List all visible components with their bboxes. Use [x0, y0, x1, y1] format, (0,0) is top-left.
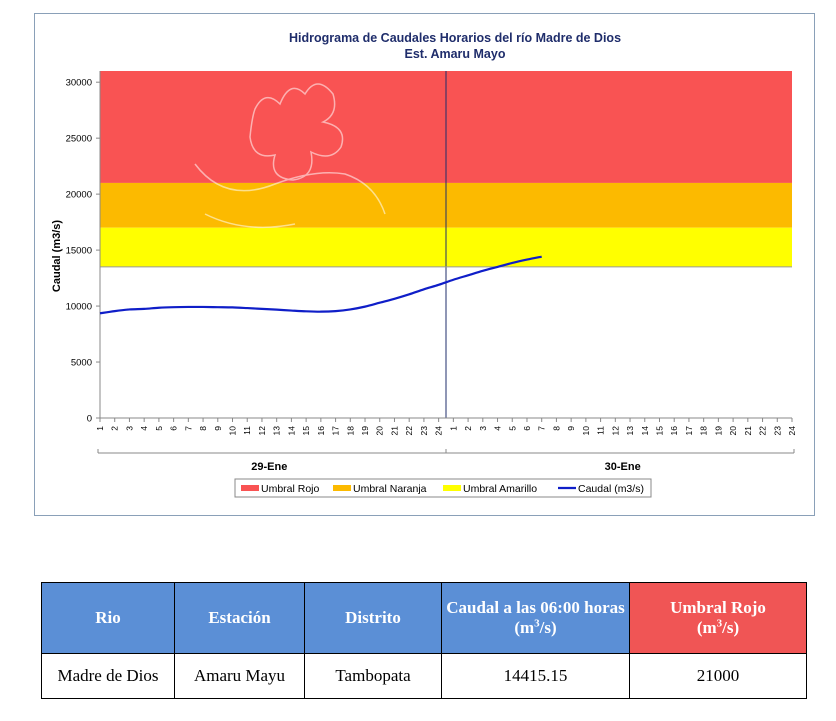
x-tick-label-13: 14	[286, 426, 296, 436]
header-distrito: Distrito	[304, 582, 442, 654]
day-labels: 29-Ene 30-Ene	[97, 449, 795, 473]
header-caudal-end: /s)	[539, 618, 557, 637]
y-tick-label-0: 0	[87, 414, 92, 425]
header-rio: Rio	[41, 582, 175, 654]
y-axis-ticks: 0 5000 10000 15000 20000 25000 30000	[66, 78, 100, 425]
x-tick-label-24: 1	[448, 426, 458, 431]
legend-swatch-0	[241, 485, 259, 491]
header-umbral-unit: (m	[696, 618, 717, 637]
header-caudal-unit: (m	[514, 618, 535, 637]
x-tick-label-34: 11	[596, 426, 606, 435]
x-tick-label-27: 4	[493, 426, 503, 431]
x-tick-label-9: 10	[228, 426, 238, 436]
cell-estacion: Amaru Mayu	[174, 653, 305, 699]
x-tick-label-41: 18	[699, 426, 709, 436]
x-tick-label-21: 22	[404, 426, 414, 436]
x-tick-label-43: 20	[728, 426, 738, 436]
watermark-logo	[194, 83, 386, 229]
x-axis-ticks: 1 2 3 4 5 6 7 8 9 10 11 12 13 14 15 16 17 18 19 20 21 22 23 24 1…	[95, 418, 797, 435]
y-tick-label-2: 10000	[66, 302, 92, 313]
x-tick-label-26: 3	[478, 426, 488, 431]
station-info-table: Rio Estación Distrito Caudal a las 06:00…	[41, 582, 807, 699]
series-line-0	[99, 255, 542, 315]
x-tick-label-4: 5	[154, 426, 164, 431]
x-tick-label-42: 19	[713, 426, 723, 436]
x-tick-label-0: 1	[95, 426, 105, 431]
x-tick-label-28: 5	[507, 426, 517, 431]
cell-umbral: 21000	[629, 653, 807, 699]
x-tick-label-10: 11	[242, 426, 252, 435]
header-caudal-sup: 3	[534, 617, 540, 630]
legend-label-2: Umbral Amarillo	[463, 483, 537, 495]
header-umbral-rojo: Umbral Rojo (m3/s)	[629, 582, 807, 654]
header-umbral-main: Umbral Rojo	[670, 598, 766, 617]
x-tick-label-32: 9	[566, 426, 576, 431]
x-tick-label-15: 16	[316, 426, 326, 436]
day-label-1: 30-Ene	[605, 461, 641, 473]
y-tick-label-6: 30000	[66, 78, 92, 89]
y-tick-label-4: 20000	[66, 190, 92, 201]
legend-label-0: Umbral Rojo	[261, 483, 320, 495]
x-tick-label-36: 13	[625, 426, 635, 436]
x-tick-label-14: 15	[301, 426, 311, 436]
x-tick-label-39: 16	[669, 426, 679, 436]
y-tick-label-1: 5000	[71, 358, 92, 369]
x-tick-label-16: 17	[331, 426, 341, 436]
x-tick-label-11: 12	[257, 426, 267, 436]
legend-swatch-2	[443, 485, 461, 491]
legend-label-3: Caudal (m3/s)	[578, 483, 644, 495]
y-tick-label-3: 15000	[66, 246, 92, 257]
header-umbral-sup: 3	[716, 617, 723, 630]
x-tick-label-35: 12	[610, 426, 620, 436]
x-tick-label-6: 7	[183, 426, 193, 431]
x-tick-label-8: 9	[213, 426, 223, 431]
x-tick-label-37: 14	[640, 426, 650, 436]
x-tick-label-1: 2	[110, 426, 120, 431]
chart-title: Hidrograma de Caudales Horarios del río …	[289, 31, 621, 45]
header-umbral-end: /s)	[722, 618, 740, 637]
x-tick-label-33: 10	[581, 426, 591, 436]
legend-label-1: Umbral Naranja	[353, 483, 427, 495]
legend-swatch-1	[333, 485, 351, 491]
header-caudal-main: Caudal a las 06:00 horas	[446, 598, 625, 617]
x-tick-label-30: 7	[537, 426, 547, 431]
x-tick-label-44: 21	[743, 426, 753, 436]
series-layer	[99, 255, 542, 315]
table-header-row: Rio Estación Distrito Caudal a las 06:00…	[41, 582, 807, 654]
x-tick-label-40: 17	[684, 426, 694, 436]
x-tick-label-20: 21	[389, 426, 399, 436]
x-tick-label-2: 3	[124, 426, 134, 431]
y-axis-label: Caudal (m3/s)	[51, 220, 63, 292]
x-tick-label-38: 15	[654, 426, 664, 436]
x-tick-label-18: 19	[360, 426, 370, 436]
x-tick-label-47: 24	[787, 426, 797, 436]
x-tick-label-19: 20	[375, 426, 385, 436]
x-tick-label-17: 18	[345, 426, 355, 436]
cell-distrito: Tambopata	[304, 653, 442, 699]
x-tick-label-5: 6	[169, 426, 179, 431]
header-estacion: Estación	[174, 582, 305, 654]
x-tick-label-46: 23	[772, 426, 782, 436]
x-tick-label-3: 4	[139, 426, 149, 431]
x-tick-label-22: 23	[419, 426, 429, 436]
x-tick-label-29: 6	[522, 426, 532, 431]
legend: Umbral Rojo Umbral Naranja Umbral Amarillo…	[234, 478, 652, 498]
header-caudal: Caudal a las 06:00 horas (m3/s)	[441, 582, 630, 654]
table-row: Madre de Dios Amaru Mayu Tambopata 14415…	[41, 653, 807, 699]
axes	[99, 71, 792, 419]
x-tick-label-31: 8	[551, 426, 561, 431]
x-tick-label-45: 22	[758, 426, 768, 436]
cell-rio: Madre de Dios	[41, 653, 175, 699]
cell-caudal: 14415.15	[441, 653, 630, 699]
x-tick-label-12: 13	[272, 426, 282, 436]
x-tick-label-25: 2	[463, 426, 473, 431]
chart-subtitle: Est. Amaru Mayo	[405, 47, 506, 61]
y-tick-label-5: 25000	[66, 134, 92, 145]
day-label-0: 29-Ene	[251, 461, 287, 473]
x-tick-label-23: 24	[434, 426, 444, 436]
x-tick-label-7: 8	[198, 426, 208, 431]
